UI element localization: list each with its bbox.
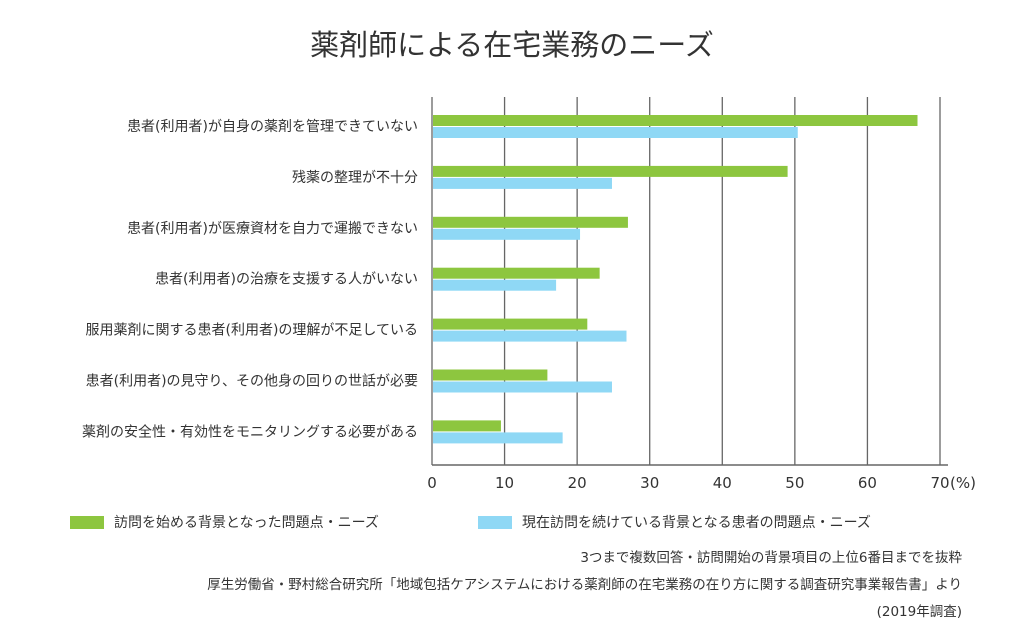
bar-current-need bbox=[433, 381, 612, 393]
legend-swatch-blue bbox=[478, 515, 512, 529]
x-tick-label: 30 bbox=[640, 474, 659, 492]
category-label: 患者(利用者)が自身の薬剤を管理できていない bbox=[127, 119, 418, 135]
x-tick-label: 0 bbox=[427, 474, 437, 492]
bar-start-need bbox=[433, 216, 628, 228]
bar-start-need bbox=[433, 165, 788, 177]
bar-current-need bbox=[433, 330, 627, 342]
bar-start-need bbox=[433, 115, 918, 126]
bar-current-need bbox=[433, 177, 612, 189]
x-tick-label: 50 bbox=[785, 474, 804, 492]
x-tick-label: 70 bbox=[930, 474, 949, 492]
x-tick-label: 20 bbox=[568, 474, 587, 492]
legend-label: 現在訪問を続けている背景となる患者の問題点・ニーズ bbox=[522, 515, 871, 531]
category-label: 患者(利用者)の見守り、その他身の回りの世話が必要 bbox=[86, 373, 418, 390]
bar-current-need bbox=[433, 127, 798, 138]
x-tick-label: 60 bbox=[858, 474, 877, 492]
category-label: 残薬の整理が不十分 bbox=[292, 170, 418, 186]
legend-swatch-green bbox=[70, 515, 104, 529]
chart-title: 薬剤師による在宅業務のニーズ bbox=[310, 28, 714, 62]
category-label: 患者(利用者)が医療資材を自力で運搬できない bbox=[127, 220, 418, 237]
bar-start-need bbox=[433, 318, 588, 330]
bar-current-need bbox=[433, 279, 557, 291]
note-survey: 3つまで複数回答・訪問開始の背景項目の上位6番目までを抜粋 bbox=[580, 550, 962, 566]
bar-start-need bbox=[433, 369, 548, 381]
bar-current-need bbox=[433, 228, 581, 240]
x-axis-unit: (%) bbox=[950, 474, 976, 492]
bar-start-need bbox=[433, 267, 600, 279]
category-label: 服用薬剤に関する患者(利用者)の理解が不足している bbox=[85, 323, 418, 339]
bar-start-need bbox=[433, 420, 501, 432]
category-label: 薬剤の安全性・有効性をモニタリングする必要がある bbox=[82, 423, 418, 440]
bar-current-need bbox=[433, 432, 563, 444]
x-tick-label: 10 bbox=[495, 474, 514, 492]
category-label: 患者(利用者)の治療を支援する人がいない bbox=[155, 271, 418, 288]
x-tick-label: 40 bbox=[713, 474, 732, 492]
legend-label: 訪問を始める背景となった問題点・ニーズ bbox=[114, 515, 379, 531]
note-year: (2019年調査) bbox=[876, 604, 962, 620]
legend-item-current: 現在訪問を続けている背景となる患者の問題点・ニーズ bbox=[478, 512, 871, 532]
note-source: 厚生労働省・野村総合研究所「地域包括ケアシステムにおける薬剤師の在宅業務の在り方… bbox=[207, 577, 962, 593]
legend-item-start: 訪問を始める背景となった問題点・ニーズ bbox=[70, 512, 379, 532]
